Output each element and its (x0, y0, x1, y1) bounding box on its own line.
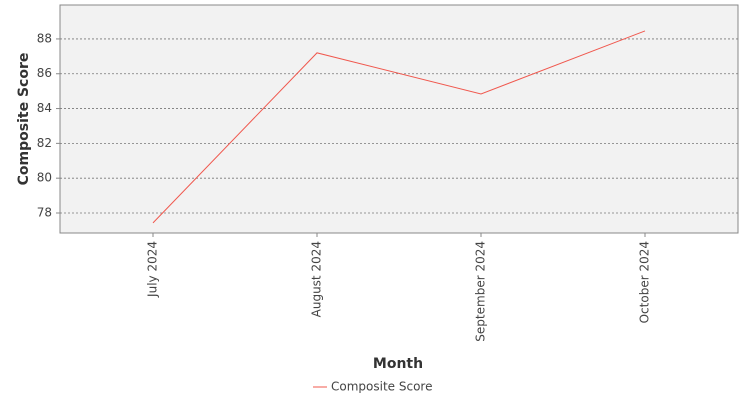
x-tick-label: August 2024 (310, 241, 324, 317)
y-tick-label: 78 (37, 205, 52, 219)
plot-area (59, 4, 739, 234)
y-tick-label: 80 (37, 171, 52, 185)
y-axis-label: Composite Score (16, 53, 32, 186)
y-tick-label: 82 (37, 136, 52, 150)
legend-label: Composite Score (331, 380, 432, 394)
y-tick-label: 84 (37, 101, 52, 115)
x-tick-label: October 2024 (638, 241, 652, 323)
x-axis-label: Month (373, 356, 423, 372)
y-tick-label: 86 (37, 66, 52, 80)
line-series (152, 30, 646, 224)
y-tick-label: 88 (37, 31, 52, 45)
x-tick-label: September 2024 (474, 241, 488, 342)
x-tick-label: July 2024 (146, 241, 160, 298)
